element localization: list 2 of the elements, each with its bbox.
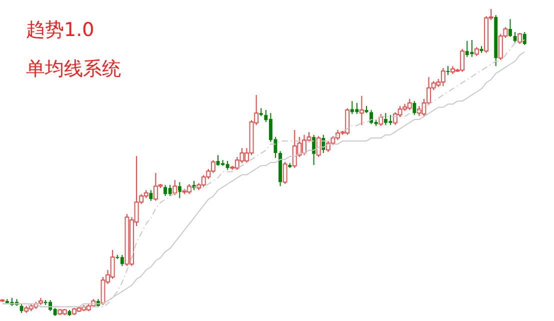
subtitle: 单均线系统 xyxy=(26,58,121,80)
title: 趋势1.0 xyxy=(26,19,94,41)
